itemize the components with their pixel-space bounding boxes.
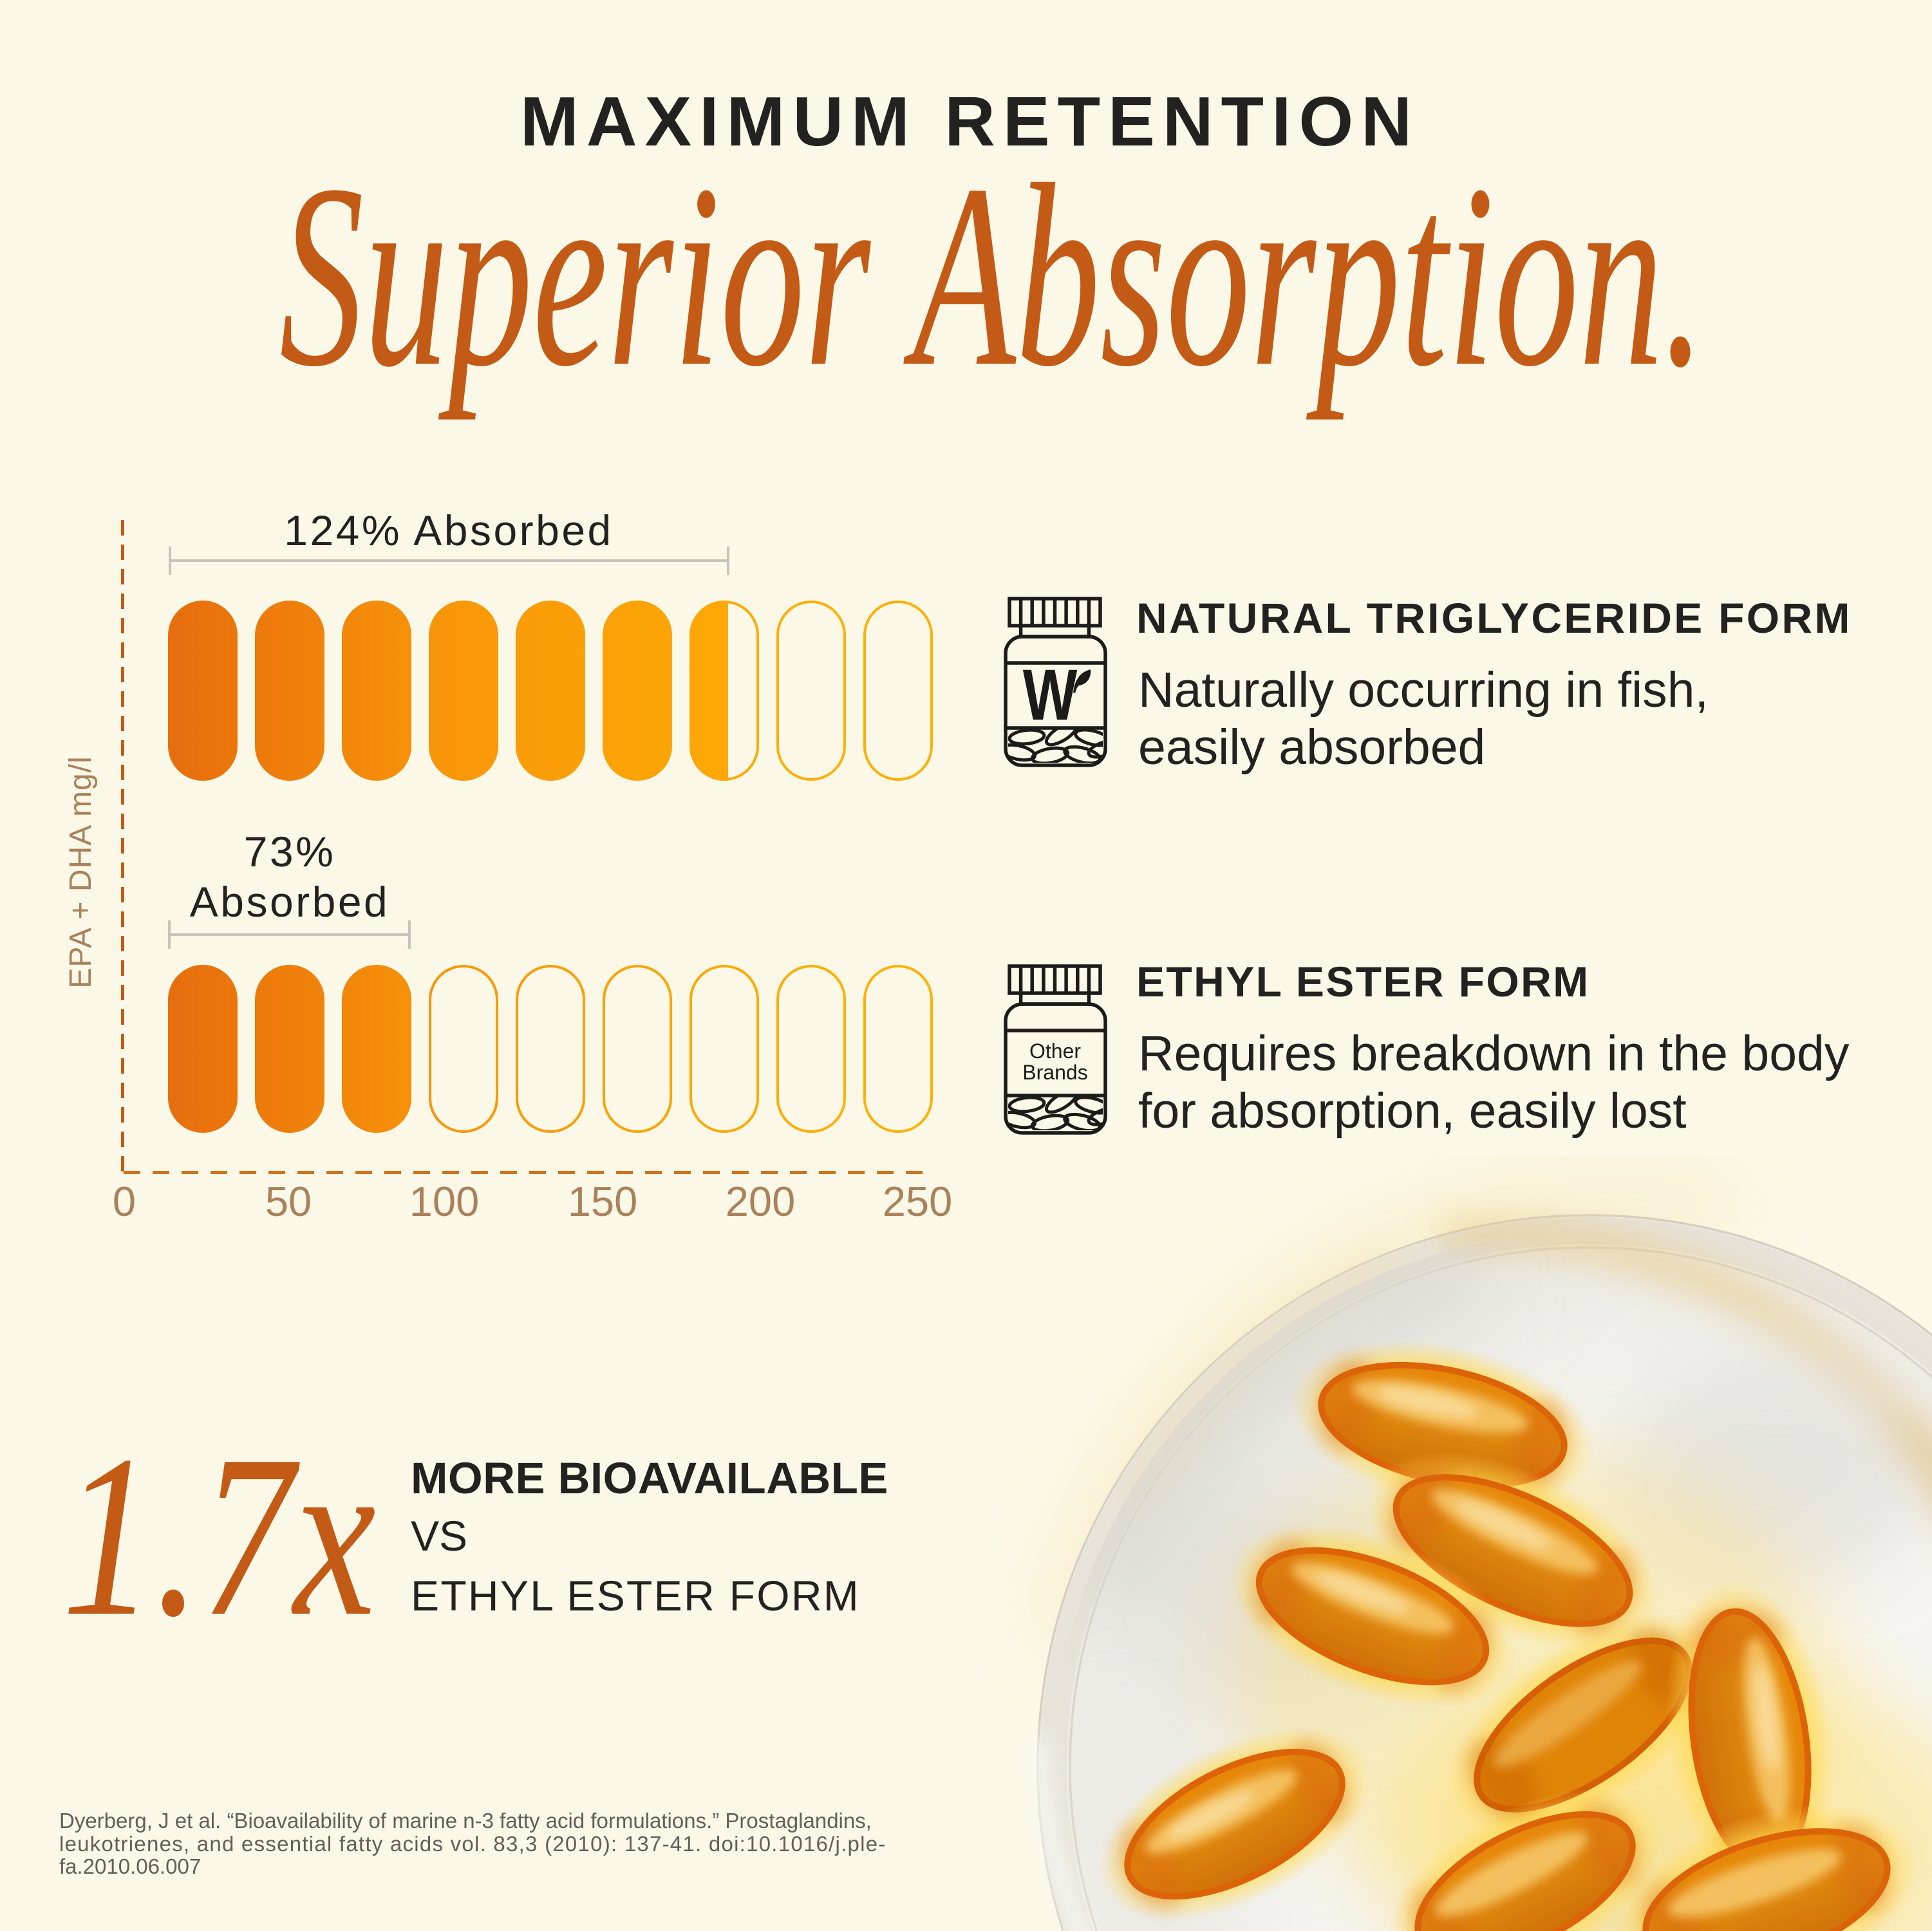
svg-text:0: 0 [113, 1178, 136, 1225]
svg-text:Absorbed: Absorbed [190, 878, 390, 926]
svg-text:250: 250 [883, 1178, 952, 1225]
svg-text:150: 150 [568, 1178, 637, 1225]
svg-text:124% Absorbed: 124% Absorbed [284, 507, 614, 554]
svg-text:W: W [1023, 655, 1078, 736]
svg-text:Other: Other [1029, 1040, 1081, 1063]
svg-text:50: 50 [265, 1178, 312, 1225]
svg-text:EPA + DHA mg/l: EPA + DHA mg/l [64, 756, 98, 988]
svg-text:100: 100 [409, 1178, 479, 1225]
svg-text:Brands: Brands [1022, 1061, 1087, 1084]
svg-text:200: 200 [726, 1178, 795, 1225]
svg-text:73%: 73% [244, 828, 336, 875]
